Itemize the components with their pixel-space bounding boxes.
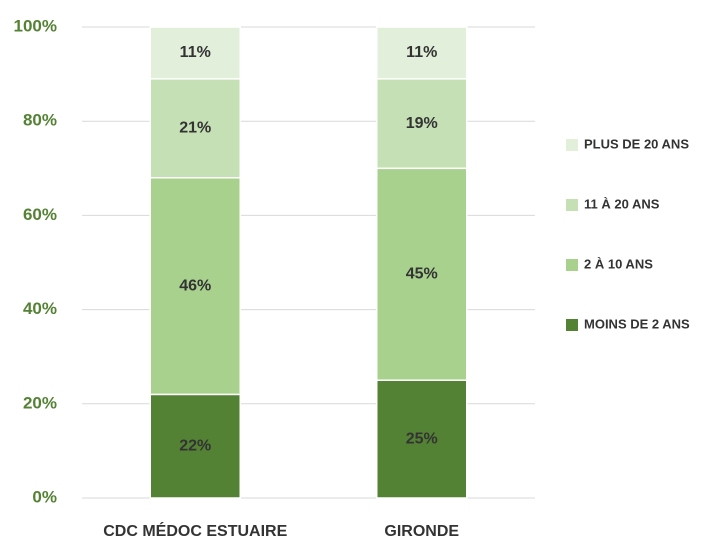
legend-label: PLUS DE 20 ANS [584, 136, 689, 151]
bar-segment [376, 379, 468, 499]
legend-swatch [566, 199, 578, 211]
legend-label: 11 À 20 ANS [584, 196, 660, 211]
data-label: 22% [179, 437, 211, 454]
y-tick-label: 40% [23, 299, 57, 318]
bar-segment [149, 78, 241, 179]
y-tick-label: 100% [14, 16, 57, 35]
data-label: 21% [179, 119, 211, 136]
legend-label: 2 À 10 ANS [584, 256, 653, 271]
data-label: 25% [406, 430, 438, 447]
legend-swatch [566, 139, 578, 151]
data-label: 46% [179, 277, 211, 294]
data-label: 11% [180, 44, 211, 61]
y-tick-label: 20% [23, 393, 57, 412]
bar-segment [149, 176, 241, 396]
data-label: 11% [406, 44, 437, 61]
x-tick-label: CDC MÉDOC ESTUAIRE [103, 521, 287, 540]
bar-segment [149, 393, 241, 499]
bar-segment [376, 167, 468, 381]
legend-swatch [566, 319, 578, 331]
y-tick-label: 0% [32, 487, 57, 506]
legend-label: MOINS DE 2 ANS [584, 316, 690, 331]
x-tick-label: GIRONDE [384, 523, 459, 540]
y-tick-label: 60% [23, 205, 57, 224]
data-label: 45% [406, 265, 438, 282]
bar-segment [149, 26, 241, 80]
bar-segment [376, 78, 468, 170]
data-label: 19% [406, 115, 438, 132]
y-tick-label: 80% [23, 111, 57, 130]
bar-segment [376, 26, 468, 80]
legend-swatch [566, 259, 578, 271]
